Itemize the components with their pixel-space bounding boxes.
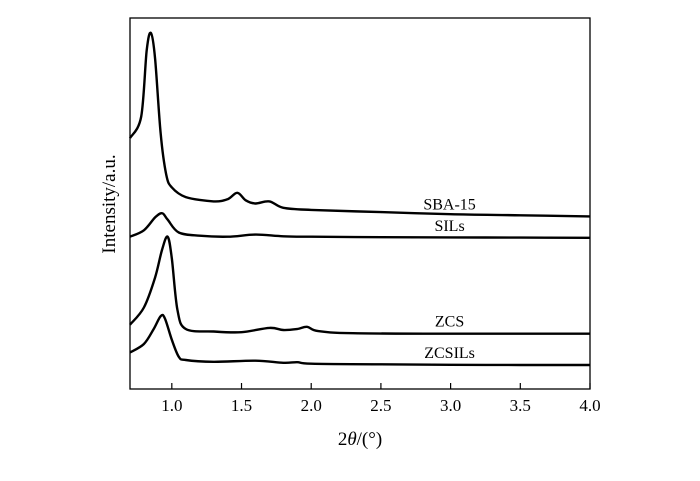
curve-labels: SBA-15 SILs ZCS ZCSILs — [423, 196, 475, 362]
series-label: ZCSILs — [424, 345, 475, 362]
x-axis-label-prefix: 2 — [338, 429, 348, 450]
y-axis-label: Intensity/a.u. — [99, 154, 120, 253]
x-tick-label: 1.5 — [231, 396, 252, 415]
x-tick-label: 3.5 — [510, 396, 531, 415]
curves-group — [128, 31, 591, 367]
series-line-sils — [129, 211, 591, 239]
plot-frame — [129, 17, 591, 390]
x-tick-label: 2.5 — [370, 396, 391, 415]
x-axis-ticks: 1.0 1.5 2.0 2.5 3.0 3.5 4.0 — [161, 383, 601, 415]
x-axis-label-theta: θ — [347, 429, 356, 450]
x-axis-label-suffix: /(°) — [357, 429, 383, 450]
x-tick-label: 3.0 — [440, 396, 461, 415]
series-label: ZCS — [435, 314, 464, 331]
x-axis-label: 2θ/(°) — [338, 429, 382, 450]
series-label: SBA-15 — [423, 196, 475, 213]
x-tick-label: 1.0 — [161, 396, 182, 415]
series-label: SILs — [434, 218, 464, 235]
series-line-zcs — [129, 235, 590, 335]
series-line-sba-15 — [128, 31, 591, 218]
x-tick-label: 4.0 — [579, 396, 600, 415]
series-line-zcsils — [129, 313, 590, 367]
x-tick-label: 2.0 — [301, 396, 322, 415]
